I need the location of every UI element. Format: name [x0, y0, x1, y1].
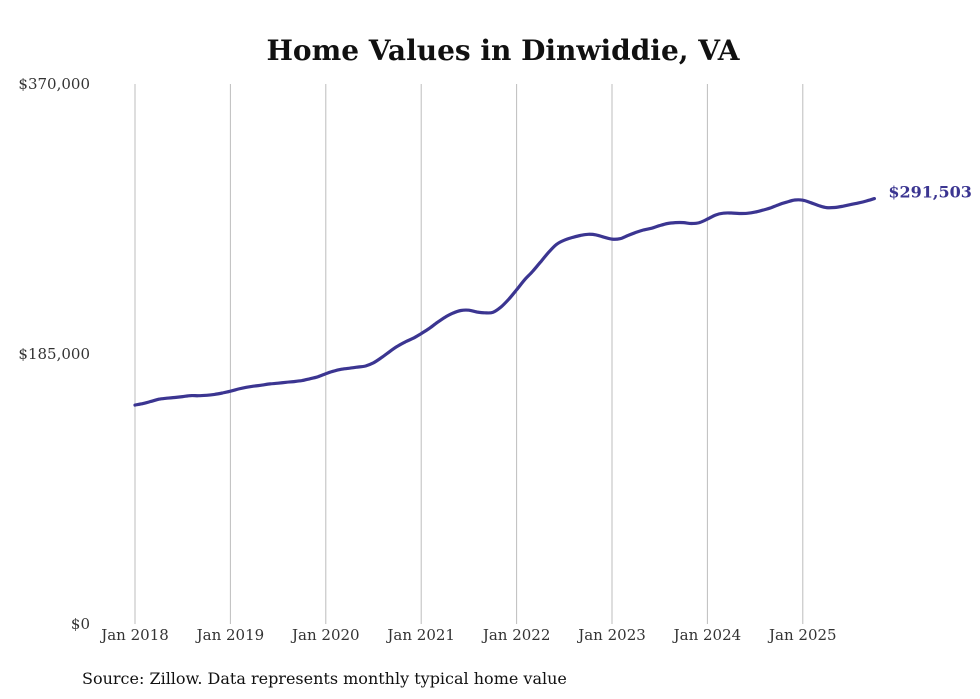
- x-tick-label: Jan 2019: [195, 626, 265, 644]
- chart-title: Home Values in Dinwiddie, VA: [266, 34, 740, 67]
- y-tick-label: $370,000: [18, 75, 90, 93]
- x-tick-label: Jan 2018: [99, 626, 169, 644]
- source-note: Source: Zillow. Data represents monthly …: [82, 669, 567, 688]
- y-tick-label: $185,000: [18, 345, 90, 363]
- x-tick-label: Jan 2023: [576, 626, 646, 644]
- x-tick-label: Jan 2020: [290, 626, 360, 644]
- x-tick-label: Jan 2022: [481, 626, 551, 644]
- x-tick-label: Jan 2024: [672, 626, 742, 644]
- y-tick-label: $0: [71, 615, 90, 633]
- x-axis-labels: Jan 2018 Jan 2019 Jan 2020 Jan 2021 Jan 2022…: [99, 626, 836, 644]
- vertical-gridlines: [134, 84, 804, 624]
- end-value-label: $291,503: [888, 183, 972, 202]
- series-line: [133, 197, 876, 407]
- y-axis-labels: $0 $185,000 $370,000: [18, 75, 90, 633]
- x-tick-label: Jan 2025: [767, 626, 837, 644]
- x-tick-label: Jan 2021: [385, 626, 455, 644]
